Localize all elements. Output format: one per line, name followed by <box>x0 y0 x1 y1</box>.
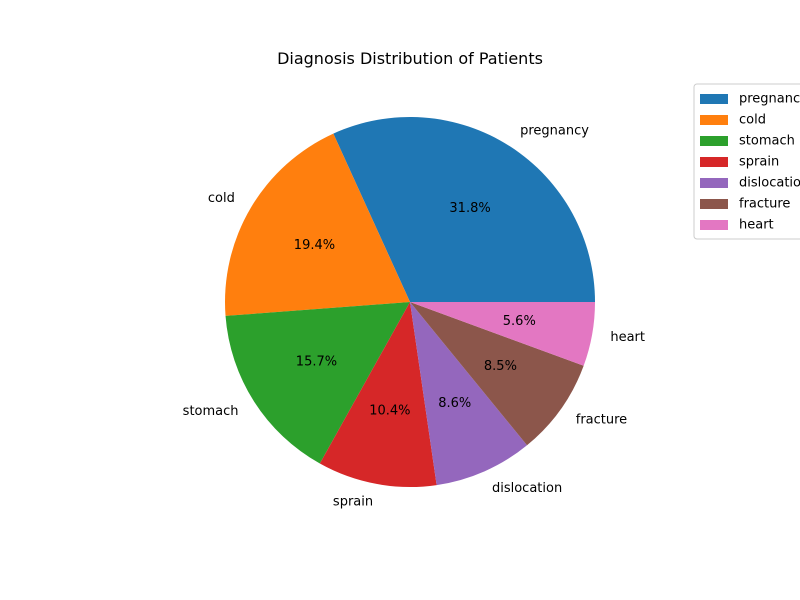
legend-label-heart: heart <box>739 218 774 233</box>
pie-slice-sprain <box>319 302 437 488</box>
legend-swatch-dislocation <box>700 178 728 188</box>
slice-percent-sprain: 10.4% <box>369 404 410 419</box>
legend-label-fracture: fracture <box>739 197 790 212</box>
pie-slice-stomach <box>225 302 410 464</box>
slice-percent-pregnancy: 31.8% <box>449 201 490 216</box>
legend-swatch-stomach <box>700 136 728 146</box>
pie-slice-cold <box>225 133 410 316</box>
slice-percent-fracture: 8.5% <box>484 359 517 374</box>
legend-label-pregnancy: pregnancy <box>739 92 800 107</box>
pie-slice-heart <box>410 302 595 366</box>
legend-label-dislocation: dislocation <box>739 176 800 191</box>
legend-swatch-cold <box>700 115 728 125</box>
slice-label-sprain: sprain <box>333 495 373 510</box>
legend-label-sprain: sprain <box>739 155 779 170</box>
pie-category-labels: pregnancy cold stomach sprain dislocation fra… <box>183 123 645 509</box>
slice-label-cold: cold <box>208 191 235 206</box>
slice-percent-heart: 5.6% <box>503 314 536 329</box>
legend-label-stomach: stomach <box>739 134 795 149</box>
pie-slice-dislocation <box>410 302 528 486</box>
chart-title: Diagnosis Distribution of Patients <box>277 49 543 68</box>
slice-label-dislocation: dislocation <box>492 481 562 496</box>
slice-label-stomach: stomach <box>183 404 239 419</box>
legend: pregnancy cold stomach sprain dislocation fra… <box>693 83 800 240</box>
pie-slice-fracture <box>410 302 584 446</box>
legend-swatch-heart <box>700 220 728 230</box>
slice-percent-stomach: 15.7% <box>296 354 337 369</box>
slice-label-pregnancy: pregnancy <box>520 123 589 138</box>
legend-swatch-fracture <box>700 199 728 209</box>
slice-percent-cold: 19.4% <box>294 238 335 253</box>
pie-slices <box>225 117 595 488</box>
slice-label-fracture: fracture <box>576 413 627 428</box>
slice-label-heart: heart <box>610 330 645 345</box>
legend-swatch-sprain <box>700 157 728 167</box>
slice-percent-dislocation: 8.6% <box>438 396 471 411</box>
legend-label-cold: cold <box>739 113 766 128</box>
pie-percent-labels: 31.8% 19.4% 15.7% 10.4% 8.6% 8.5% 5.6% <box>294 201 536 419</box>
pie-slice-pregnancy <box>333 117 595 302</box>
legend-swatch-pregnancy <box>700 94 728 104</box>
